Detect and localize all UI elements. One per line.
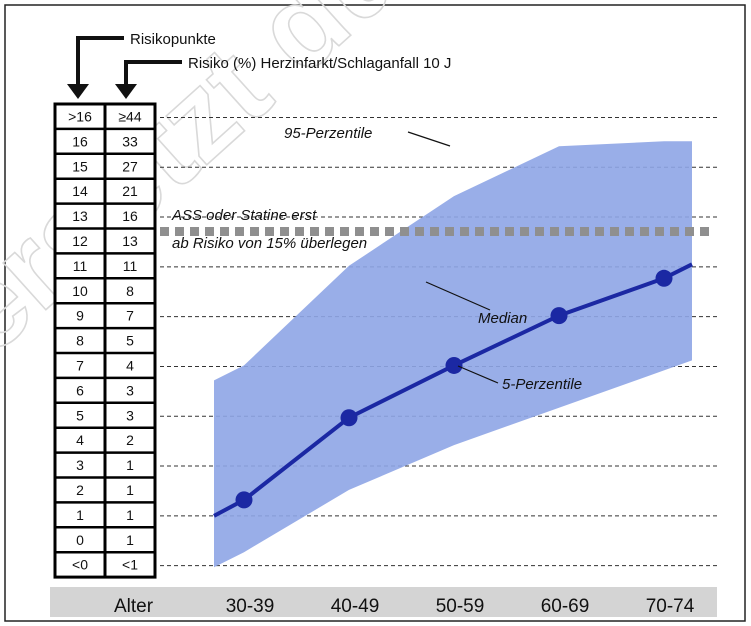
x-tick-label: 60-69 [541,596,590,617]
table-cell-points: 10 [72,283,88,299]
median-label: Median [478,310,527,327]
p5-leader [457,365,499,384]
table-cell-risk: 27 [122,158,138,174]
risk-arrow-head [115,84,137,99]
table-cell-points: 1 [76,507,84,523]
table-cell-points: 3 [76,457,84,473]
threshold-label-line1: ASS oder Statine erst [171,207,317,224]
table-cell-risk: 16 [122,208,138,224]
threshold-label-line2: ab Risiko von 15% überlegen [172,235,367,252]
table-cell-risk: 4 [126,357,134,373]
x-tick-label: 30-39 [226,596,275,617]
table-cell-risk: 5 [126,333,134,349]
table-cell-points: 13 [72,208,88,224]
table-cell-risk: 3 [126,382,134,398]
risk-arrow-line [124,60,182,88]
table-cell-points: 0 [76,532,84,548]
table-cell-points: <0 [72,557,88,573]
median-point-70-74 [655,269,673,287]
x-tick-label: 40-49 [331,596,380,617]
table-cell-risk: 7 [126,308,134,324]
table-cell-risk: 2 [126,432,134,448]
median-point-60-69 [550,307,568,325]
table-cell-risk: 8 [126,283,134,299]
table-cell-points: 8 [76,333,84,349]
percentile-area [214,141,692,568]
table-cell-points: 5 [76,407,84,423]
median-point-30-39 [235,491,253,509]
table-cell-risk: 1 [126,507,134,523]
header-points-label: Risikopunkte [130,31,216,48]
p5-label: 5-Perzentile [502,376,582,393]
table-cell-points: >16 [68,108,92,124]
points-arrow-head [67,84,89,99]
median-point-40-49 [340,409,358,427]
table-cell-risk: 1 [126,532,134,548]
x-axis-bar [50,587,717,617]
x-tick-labels: 30-39 40-49 50-59 60-69 70-74 [226,596,695,617]
table-cell-points: 11 [73,258,88,274]
median-line [213,262,693,518]
p95-label: 95-Perzentile [284,125,372,142]
table-cell-points: 12 [72,233,88,249]
table-cell-risk: 1 [126,482,134,498]
table-cell-risk: 21 [122,183,138,199]
table-header: Risikopunkte Risiko (%) Herzinfarkt/Schl… [67,31,451,99]
p95-leader [407,131,451,147]
header-risk-label: Risiko (%) Herzinfarkt/Schlaganfall 10 J [188,55,451,72]
table-cell-risk: 1 [126,457,134,473]
table-cell-points: 4 [76,432,84,448]
table-cell-risk: 11 [123,258,138,274]
x-axis-label: Alter [114,596,154,617]
table-cell-risk: ≥44 [118,108,141,124]
percentile-band [214,141,692,568]
table-cell-points: 6 [76,382,84,398]
points-arrow-line [76,36,124,88]
median-point-50-59 [445,356,463,374]
table-cell-risk: 3 [126,407,134,423]
median-leader [425,281,491,311]
table-cell-points: 15 [72,158,88,174]
table-cell-points: 2 [76,482,84,498]
table-cell-points: 16 [72,133,88,149]
table-cell-risk: 33 [122,133,138,149]
x-tick-label: 70-74 [646,596,695,617]
table-cell-points: 9 [76,308,84,324]
table-cell-points: 14 [72,183,88,199]
table-cell-points: 7 [76,357,84,373]
x-tick-label: 50-59 [436,596,485,617]
table-cell-risk: <1 [122,557,138,573]
table-cell-risk: 13 [122,233,138,249]
